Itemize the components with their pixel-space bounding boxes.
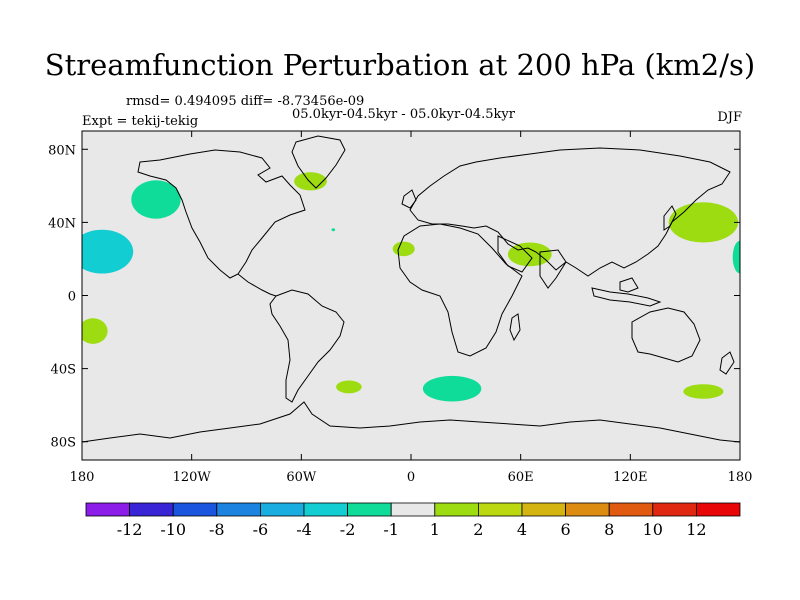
y-tick-label-4: 80S	[51, 436, 76, 451]
coast-antarctica	[82, 401, 740, 443]
coast-eurasia	[409, 147, 731, 277]
x-tick-label-6: 180	[728, 470, 753, 485]
season-label: DJF	[717, 110, 742, 125]
colorbar-swatch-13	[652, 502, 697, 517]
anomaly-region-6	[392, 241, 415, 257]
chart-title: Streamfunction Perturbation at 200 hPa (…	[44, 48, 756, 82]
coast-british-isles	[401, 189, 417, 209]
colorbar-swatch-8	[434, 502, 479, 517]
coast-madagascar	[509, 313, 521, 342]
colorbar: -12 -10 -8 -6 -4 -2 -1 1 2 4 6 8 10 12	[85, 502, 741, 539]
x-tick-label-4: 60E	[508, 470, 534, 485]
anomaly-region-8	[668, 202, 739, 243]
stats-text: rmsd= 0.494095 diff= -8.73456e-09	[126, 94, 365, 109]
colorbar-swatch-3	[216, 502, 261, 517]
coast-arabia	[497, 235, 533, 273]
coast-new-zealand	[719, 351, 735, 375]
map-background	[82, 131, 740, 460]
anomaly-region-12	[422, 375, 482, 402]
coastlines	[82, 135, 740, 443]
anomaly-region-3	[331, 228, 336, 232]
coast-borneo	[619, 277, 639, 293]
colorbar-swatch-4	[259, 502, 305, 517]
colorbar-swatch-12	[608, 502, 654, 517]
colorbar-swatch-10	[521, 502, 566, 517]
anomaly-region-9	[732, 240, 740, 274]
coast-south-america	[269, 289, 345, 403]
colorbar-label-8: 2	[473, 520, 483, 539]
experiment-label: Expt = tekij-tekig	[82, 114, 199, 129]
anomaly-region-5	[92, 248, 115, 259]
x-tick-label-1: 120W	[173, 470, 212, 485]
coast-japan	[663, 205, 677, 231]
colorbar-label-3: -6	[253, 520, 269, 539]
period-text: 05.0kyr-04.5kyr - 05.0kyr-04.5kyr	[292, 107, 515, 122]
colorbar-label-13: 12	[686, 520, 706, 539]
colorbar-label-0: -12	[117, 520, 143, 539]
anomaly-region-7	[507, 242, 552, 267]
colorbar-label-11: 8	[604, 520, 614, 539]
coast-australia	[631, 307, 701, 363]
coast-africa	[397, 223, 523, 357]
colorbar-swatch-9	[477, 502, 523, 517]
coast-indonesia	[591, 287, 662, 307]
x-tick-label-2: 60W	[286, 470, 317, 485]
colorbar-label-6: -1	[383, 520, 399, 539]
colorbar-swatch-2	[172, 502, 218, 517]
colorbar-label-5: -2	[340, 520, 356, 539]
anomaly-region-1	[131, 180, 181, 219]
anomaly-region-13	[683, 384, 724, 399]
colorbar-swatch-1	[129, 502, 174, 517]
anomaly-region-11	[336, 380, 362, 394]
y-tick-label-1: 40N	[48, 216, 76, 231]
colorbar-swatch-7	[390, 502, 436, 517]
colorbar-label-4: -4	[296, 520, 312, 539]
colorbar-label-9: 4	[517, 520, 527, 539]
x-tick-label-3: 0	[407, 470, 415, 485]
colorbar-swatch-6	[347, 502, 392, 517]
colorbar-swatch-0	[85, 502, 130, 517]
colorbar-swatch-5	[303, 502, 348, 517]
axis-ticks: 180 120W 60W 0 60E 120E 180 80N 40N 0 40S 80S	[48, 131, 752, 485]
y-tick-label-3: 40S	[51, 363, 76, 378]
colorbar-label-12: 10	[643, 520, 663, 539]
colorbar-label-7: 1	[430, 520, 440, 539]
anomaly-region-2	[294, 172, 327, 191]
colorbar-swatch-14	[696, 502, 741, 517]
coast-central-america	[237, 273, 277, 297]
colorbar-swatch-11	[565, 502, 610, 517]
coast-india	[539, 249, 567, 289]
y-tick-label-0: 80N	[48, 143, 76, 158]
x-tick-label-5: 120E	[613, 470, 647, 485]
colorbar-label-1: -10	[160, 520, 186, 539]
anomaly-region-10	[82, 318, 108, 344]
colorbar-label-2: -8	[209, 520, 225, 539]
y-tick-label-2: 0	[68, 290, 76, 305]
coast-north-america	[137, 149, 306, 279]
x-tick-label-0: 180	[70, 470, 95, 485]
anomaly-layer	[82, 172, 740, 402]
colorbar-label-10: 6	[561, 520, 571, 539]
coast-greenland	[291, 135, 346, 189]
